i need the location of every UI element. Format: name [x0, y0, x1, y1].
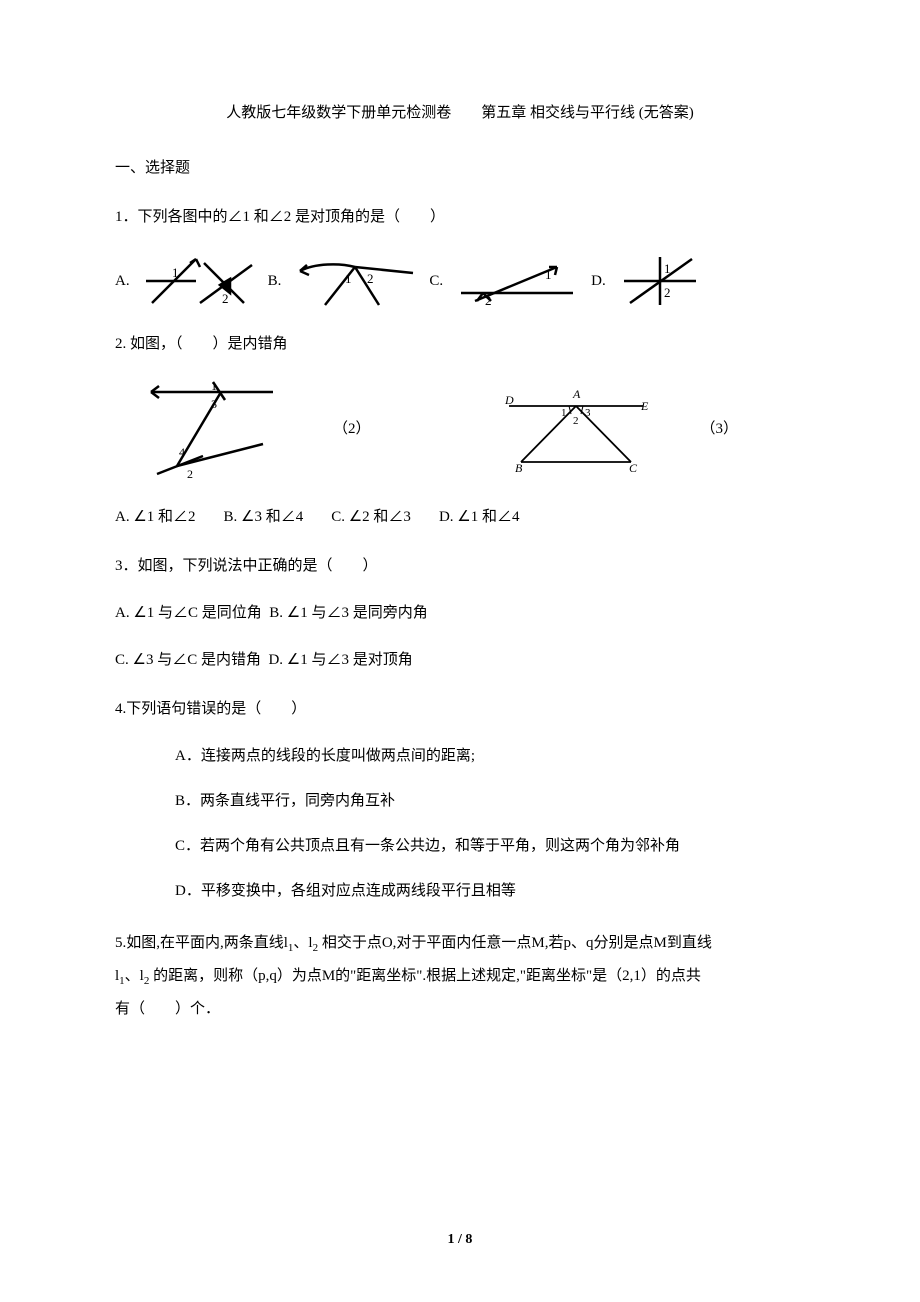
- question-1: 1．下列各图中的∠1 和∠2 是对顶角的是（ ） A. 1 2 B.: [115, 204, 805, 309]
- svg-text:1: 1: [211, 379, 217, 393]
- q4-opt-b: B．两条直线平行，同旁内角互补: [175, 788, 805, 815]
- svg-text:3: 3: [211, 397, 217, 411]
- question-4: 4.下列语句错误的是（ ） A．连接两点的线段的长度叫做两点间的距离; B．两条…: [115, 696, 805, 905]
- q1-label-b: B.: [268, 268, 282, 295]
- q1-stem: 1．下列各图中的∠1 和∠2 是对顶角的是（ ）: [115, 204, 805, 231]
- q1-fig-c: 1 2: [457, 253, 577, 309]
- svg-text:2: 2: [187, 467, 193, 481]
- svg-text:1: 1: [545, 267, 552, 282]
- q1-fig-a: 1 2: [144, 253, 254, 309]
- question-5: 5.如图,在平面内,两条直线l1、l2 相交于点O,对于平面内任意一点M,若p、…: [115, 927, 805, 1026]
- q4-opt-c: C．若两个角有公共顶点且有一条公共边，和等于平角，则这两个角为邻补角: [175, 833, 805, 860]
- q3-line-a: A. ∠1 与∠C 是同位角 B. ∠1 与∠3 是同旁内角: [115, 600, 805, 627]
- q2-stem: 2. 如图，（ ）是内错角: [115, 331, 805, 358]
- svg-text:1: 1: [172, 265, 179, 280]
- svg-text:1: 1: [561, 407, 567, 419]
- q4-stem: 4.下列语句错误的是（ ）: [115, 696, 805, 723]
- q2-opt-d: D. ∠1 和∠4: [439, 504, 520, 531]
- page: 人教版七年级数学下册单元检测卷 第五章 相交线与平行线 (无答案) 一、选择题 …: [0, 0, 920, 1302]
- q5-l1a: 5.如图,在平面内,两条直线l: [115, 935, 288, 951]
- q3-line-b: C. ∠3 与∠C 是内错角 D. ∠1 与∠3 是对顶角: [115, 647, 805, 674]
- q5-l1c: 相交于点O,对于平面内任意一点M,若p、q分别是点M到直线: [318, 935, 712, 951]
- svg-text:1: 1: [345, 271, 352, 286]
- svg-text:B: B: [515, 461, 523, 474]
- question-2: 2. 如图，（ ）是内错角 1 3 4 2 （2）: [115, 331, 805, 531]
- q1-label-c: C.: [429, 268, 443, 295]
- doc-title: 人教版七年级数学下册单元检测卷 第五章 相交线与平行线 (无答案): [115, 100, 805, 127]
- page-footer: 1 / 8: [0, 1227, 920, 1252]
- q5-line3: 有（ ）个．: [115, 993, 805, 1026]
- section-1-heading: 一、选择题: [115, 155, 805, 182]
- svg-text:A: A: [572, 387, 581, 401]
- svg-text:1: 1: [664, 261, 671, 276]
- q5-line2: l1、l2 的距离，则称（p,q）为点M的"距离坐标".根据上述规定,"距离坐标…: [115, 960, 805, 993]
- q2-fig2-label: （2）: [333, 416, 371, 443]
- q3-stem: 3．如图，下列说法中正确的是（ ）: [115, 553, 805, 580]
- q5-l2c: 的距离，则称（p,q）为点M的"距离坐标".根据上述规定,"距离坐标"是（2,1…: [149, 968, 701, 984]
- svg-text:2: 2: [367, 271, 374, 286]
- svg-text:3: 3: [585, 407, 591, 419]
- q5-l1b: 、l: [293, 935, 312, 951]
- q4-opt-d: D．平移变换中，各组对应点连成两线段平行且相等: [175, 878, 805, 905]
- svg-text:C: C: [629, 461, 638, 474]
- q4-opt-a: A．连接两点的线段的长度叫做两点间的距离;: [175, 743, 805, 770]
- q5-l2b: 、l: [125, 968, 144, 984]
- q2-fig3-label: （3）: [701, 416, 739, 443]
- svg-text:2: 2: [222, 291, 229, 306]
- q2-options: A. ∠1 和∠2 B. ∠3 和∠4 C. ∠2 和∠3 D. ∠1 和∠4: [115, 504, 805, 531]
- svg-text:E: E: [640, 399, 649, 413]
- svg-text:2: 2: [573, 415, 579, 427]
- q2-fig-left: 1 3 4 2: [143, 374, 293, 484]
- question-3: 3．如图，下列说法中正确的是（ ） A. ∠1 与∠C 是同位角 B. ∠1 与…: [115, 553, 805, 674]
- q1-fig-b: 1 2: [295, 253, 415, 309]
- svg-text:D: D: [504, 393, 514, 407]
- q2-figures: 1 3 4 2 （2） A D E B C 1 2: [143, 374, 805, 484]
- q1-fig-d: 1 2: [620, 253, 700, 309]
- svg-text:2: 2: [664, 285, 671, 300]
- q1-label-d: D.: [591, 268, 606, 295]
- q5-line1: 5.如图,在平面内,两条直线l1、l2 相交于点O,对于平面内任意一点M,若p、…: [115, 927, 805, 960]
- svg-text:2: 2: [485, 293, 492, 308]
- svg-text:4: 4: [179, 445, 185, 459]
- q1-options: A. 1 2 B.: [115, 253, 805, 309]
- q2-opt-b: B. ∠3 和∠4: [224, 504, 304, 531]
- q1-label-a: A.: [115, 268, 130, 295]
- q2-fig-right: A D E B C 1 2 3: [491, 384, 661, 474]
- q2-opt-c: C. ∠2 和∠3: [331, 504, 411, 531]
- q2-opt-a: A. ∠1 和∠2: [115, 504, 196, 531]
